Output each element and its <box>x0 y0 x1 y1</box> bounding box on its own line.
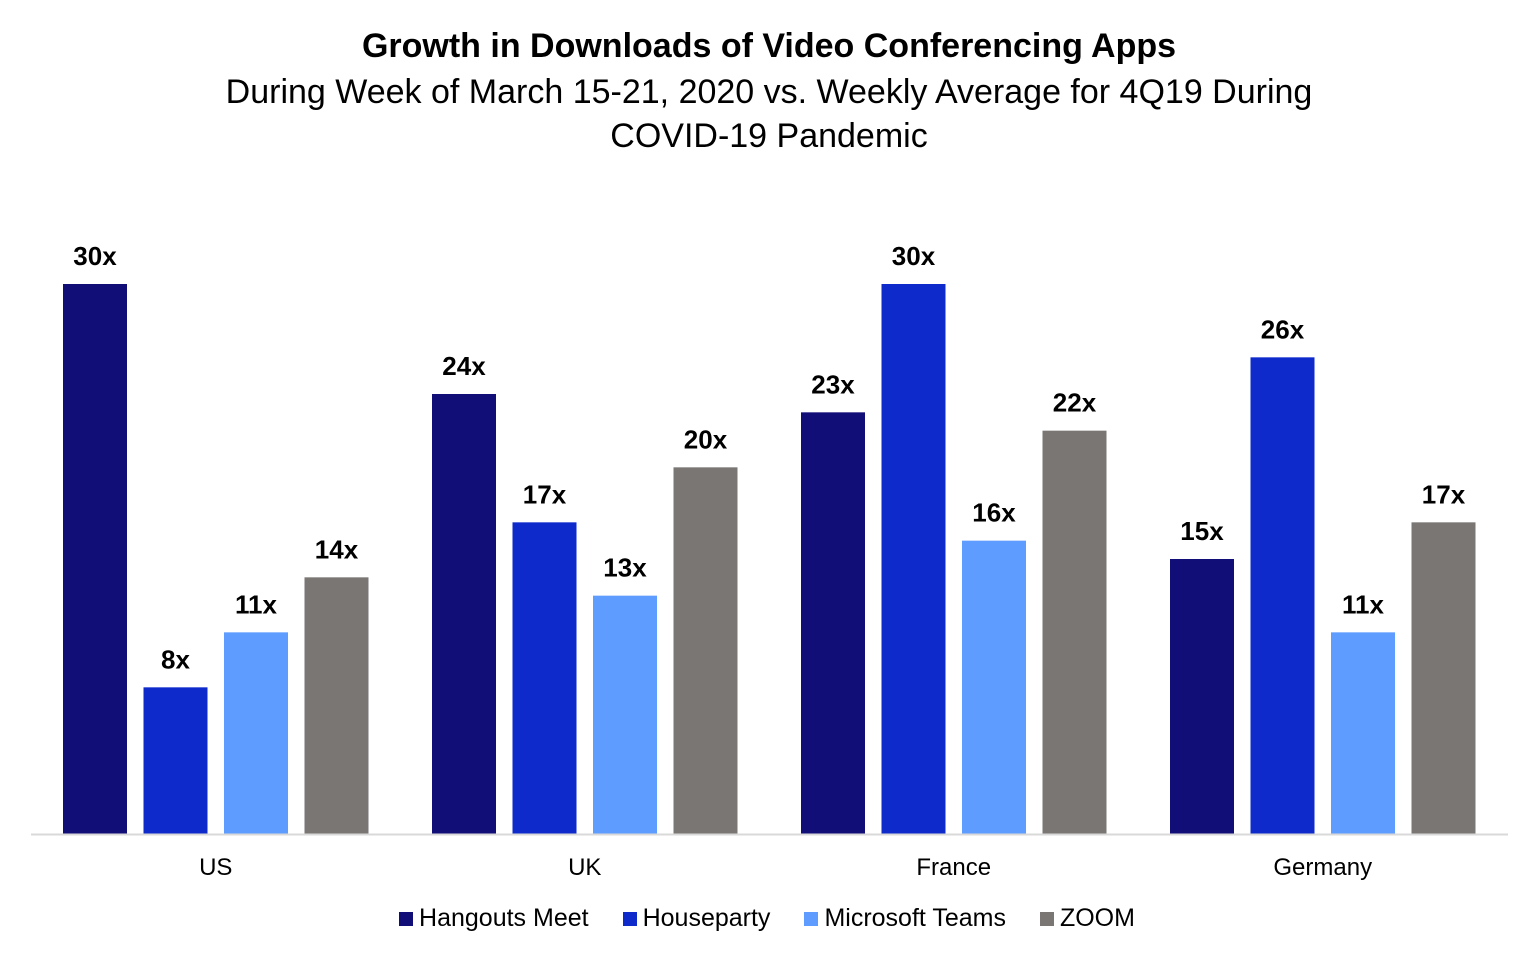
bar-uk-microsoft-teams <box>593 595 657 834</box>
legend-label-houseparty: Houseparty <box>642 904 771 932</box>
legend-item-microsoft-teams: Microsoft Teams <box>804 904 1006 933</box>
category-label-france: France <box>916 854 991 881</box>
legend-swatch-hangouts-meet <box>399 911 414 926</box>
bar-us-hangouts-meet <box>63 284 127 834</box>
data-label-us-houseparty: 8x <box>161 644 190 674</box>
category-labels-layer: US UK France Germany <box>199 854 1372 881</box>
bar-france-hangouts-meet <box>801 412 865 834</box>
data-labels-layer: 30x 8x 11x 14x 24x 17x 13x 20x 23x 30x 16x 22x 15x 26… <box>73 241 1465 674</box>
legend-swatch-zoom <box>1039 911 1054 926</box>
legend-label-zoom: ZOOM <box>1059 904 1135 932</box>
bar-us-microsoft-teams <box>224 632 288 834</box>
legend-label-microsoft-teams: Microsoft Teams <box>824 904 1006 932</box>
chart-title: Growth in Downloads of Video Conferencin… <box>361 27 1177 65</box>
legend-item-houseparty: Houseparty <box>622 904 771 933</box>
legend-swatch-microsoft-teams <box>804 911 819 926</box>
legend: Hangouts Meet Houseparty Microsoft Teams… <box>0 904 1534 933</box>
chart-subtitle-line-1: During Week of March 15-21, 2020 vs. Wee… <box>225 73 1313 111</box>
bar-germany-zoom <box>1411 522 1476 834</box>
bar-uk-houseparty <box>512 522 577 834</box>
bar-uk-zoom <box>673 467 738 834</box>
legend-label-hangouts-meet: Hangouts Meet <box>419 904 589 932</box>
data-label-germany-houseparty: 26x <box>1261 314 1305 344</box>
data-label-france-hangouts-meet: 23x <box>811 369 855 399</box>
data-label-germany-microsoft-teams: 11x <box>1342 589 1384 619</box>
bar-france-houseparty <box>881 284 946 834</box>
data-label-uk-zoom: 20x <box>684 424 728 454</box>
legend-item-zoom: ZOOM <box>1039 904 1135 933</box>
data-label-france-zoom: 22x <box>1053 388 1097 418</box>
bar-uk-hangouts-meet <box>432 394 496 834</box>
bar-france-microsoft-teams <box>962 540 1026 834</box>
bar-us-zoom <box>304 577 369 834</box>
chart-subtitle-line-2: COVID-19 Pandemic <box>610 117 928 155</box>
category-label-us: US <box>199 854 232 881</box>
data-label-us-microsoft-teams: 11x <box>235 589 277 619</box>
data-label-uk-hangouts-meet: 24x <box>442 351 486 381</box>
category-label-uk: UK <box>568 854 601 881</box>
data-label-us-hangouts-meet: 30x <box>73 241 117 271</box>
bar-chart-plot: 30x 8x 11x 14x 24x 17x 13x 20x 23x 30x 16x 22x 15x 26… <box>31 241 1508 881</box>
bar-germany-microsoft-teams <box>1331 632 1395 834</box>
bar-us-houseparty <box>143 687 208 834</box>
legend-item-hangouts-meet: Hangouts Meet <box>399 904 589 933</box>
bar-germany-hangouts-meet <box>1170 559 1234 834</box>
data-label-germany-zoom: 17x <box>1422 479 1466 509</box>
chart-subtitle: During Week of March 15-21, 2020 vs. Wee… <box>0 70 1534 158</box>
data-label-us-zoom: 14x <box>315 534 359 564</box>
legend-swatch-houseparty <box>622 911 637 926</box>
data-label-germany-hangouts-meet: 15x <box>1180 516 1224 546</box>
bar-france-zoom <box>1042 430 1107 834</box>
data-label-uk-microsoft-teams: 13x <box>603 553 647 583</box>
bar-germany-houseparty <box>1250 357 1315 834</box>
data-label-france-microsoft-teams: 16x <box>972 498 1016 528</box>
category-label-germany: Germany <box>1273 854 1372 881</box>
data-label-uk-houseparty: 17x <box>523 479 567 509</box>
data-label-france-houseparty: 30x <box>892 241 936 271</box>
bars-layer <box>63 284 1476 834</box>
